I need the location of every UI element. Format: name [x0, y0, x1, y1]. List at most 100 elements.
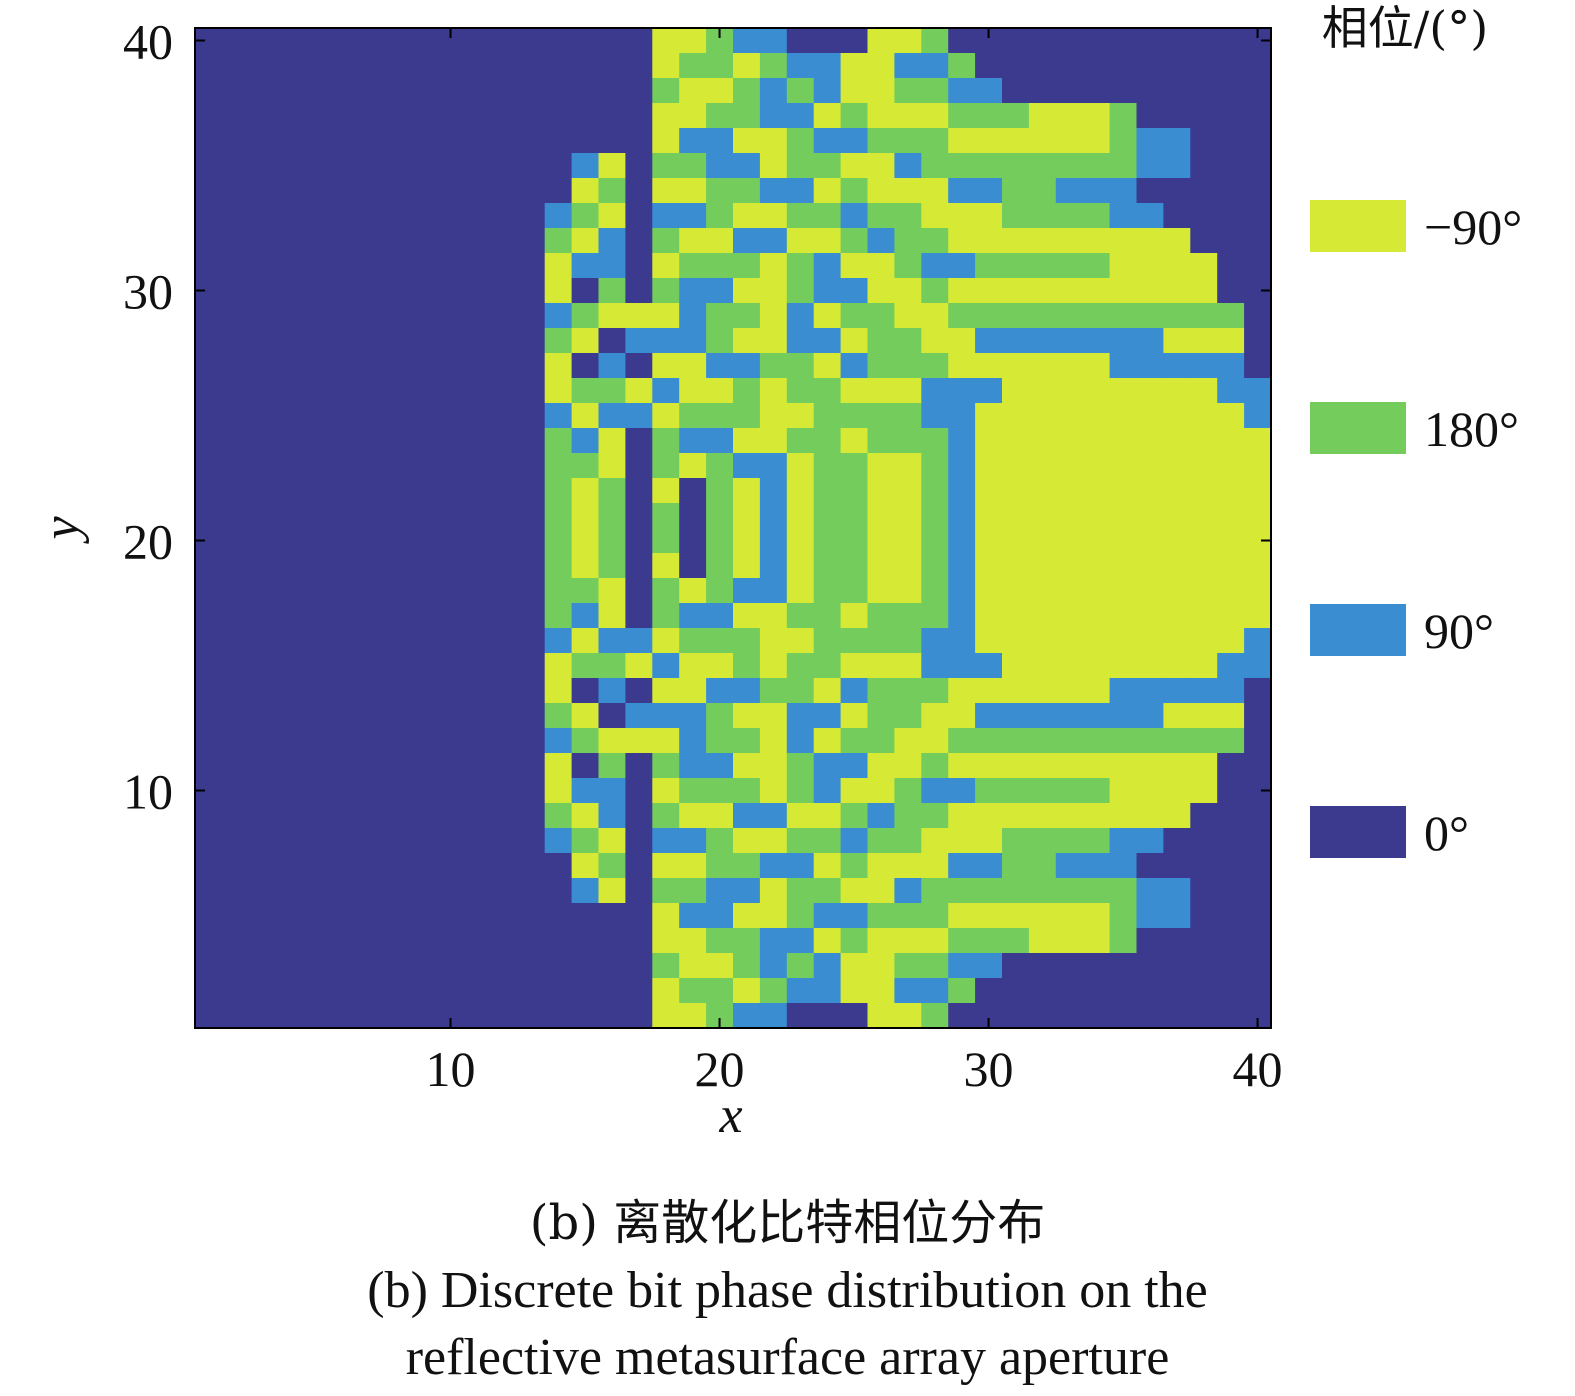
heatmap-cell [490, 728, 519, 754]
heatmap-cell [679, 453, 707, 479]
heatmap-cell [1028, 453, 1057, 479]
heatmap-cell [733, 328, 761, 354]
heatmap-cell [948, 578, 976, 604]
heatmap-cell [490, 378, 519, 404]
heatmap-cell [625, 278, 653, 304]
heatmap-cell [517, 1003, 546, 1029]
heatmap-cell [652, 928, 680, 954]
heatmap-cell [329, 853, 357, 879]
heatmap-cell [490, 53, 519, 79]
heatmap-cell [517, 53, 546, 79]
heatmap-cell [544, 903, 573, 929]
heatmap-cell [894, 853, 922, 879]
heatmap-cell [894, 178, 922, 204]
heatmap-cell [356, 53, 384, 79]
heatmap-cell [195, 103, 223, 129]
heatmap-cell [275, 453, 304, 479]
heatmap-cell [1217, 778, 1245, 804]
heatmap-cell [598, 253, 626, 279]
heatmap-cell [1163, 678, 1191, 704]
heatmap-cell [1002, 953, 1030, 979]
heatmap-cell [867, 128, 895, 154]
heatmap-cell [302, 353, 331, 379]
heatmap-cell [571, 478, 600, 504]
heatmap-cell [1109, 178, 1138, 204]
heatmap-cell [975, 653, 1003, 679]
heatmap-cell [490, 128, 519, 154]
heatmap-cell [652, 703, 680, 729]
heatmap-cell [275, 803, 304, 829]
heatmap-cell [221, 53, 250, 79]
heatmap-cell [356, 253, 384, 279]
heatmap-cell [1136, 978, 1164, 1004]
heatmap-cell [948, 603, 976, 629]
heatmap-cell [248, 1003, 277, 1029]
heatmap-cell [1163, 103, 1191, 129]
heatmap-cell [679, 178, 707, 204]
heatmap-cell [948, 28, 976, 54]
axis-ticks [195, 28, 1271, 1028]
heatmap-cell [1244, 353, 1272, 379]
heatmap-cell [975, 353, 1003, 379]
heatmap-cell [517, 303, 546, 329]
heatmap-cell [759, 478, 788, 504]
heatmap-cell [517, 778, 546, 804]
heatmap-cell [1002, 303, 1030, 329]
heatmap-cell [867, 378, 895, 404]
heatmap-cell [679, 328, 707, 354]
heatmap-cell [464, 828, 492, 854]
heatmap-cell [464, 303, 492, 329]
heatmap-cell [383, 478, 411, 504]
heatmap-cell [544, 703, 573, 729]
heatmap-cell [490, 553, 519, 579]
heatmap-cell [383, 378, 411, 404]
heatmap-cell [437, 978, 465, 1004]
heatmap-cell [1028, 378, 1057, 404]
heatmap-cell [1163, 978, 1191, 1004]
heatmap-cell [195, 228, 223, 254]
heatmap-cell [329, 778, 357, 804]
heatmap-cell [867, 628, 895, 654]
heatmap-cell [302, 903, 331, 929]
heatmap-cell [679, 278, 707, 304]
heatmap-cell [1002, 428, 1030, 454]
heatmap-cell [786, 328, 815, 354]
heatmap-cell [1109, 303, 1138, 329]
heatmap-cell [356, 853, 384, 879]
heatmap-cell [1055, 478, 1084, 504]
heatmap-cell [1217, 553, 1245, 579]
heatmap-cell [517, 803, 546, 829]
heatmap-cell [195, 378, 223, 404]
heatmap-cell [1082, 928, 1111, 954]
heatmap-cell [759, 53, 788, 79]
heatmap-cell [410, 778, 438, 804]
heatmap-cell [975, 753, 1003, 779]
heatmap-cell [786, 453, 815, 479]
heatmap-cell [975, 903, 1003, 929]
heatmap-cell [679, 678, 707, 704]
heatmap-cell [464, 103, 492, 129]
heatmap-cell [195, 78, 223, 104]
heatmap-cell [1055, 278, 1084, 304]
heatmap-cell [1244, 578, 1272, 604]
heatmap-cell [813, 528, 842, 554]
heatmap-cell [652, 128, 680, 154]
heatmap-cell [840, 28, 869, 54]
heatmap-cell [786, 703, 815, 729]
heatmap-cell [975, 503, 1003, 529]
heatmap-cell [867, 528, 895, 554]
heatmap-cell [383, 603, 411, 629]
heatmap-cell [544, 578, 573, 604]
heatmap-cell [571, 678, 600, 704]
heatmap-cell [759, 803, 788, 829]
heatmap-cell [759, 978, 788, 1004]
heatmap-cell [679, 903, 707, 929]
heatmap-cell [410, 103, 438, 129]
heatmap-cell [1109, 553, 1138, 579]
heatmap-cell [1190, 553, 1218, 579]
heatmap-cell [625, 778, 653, 804]
heatmap-cell [813, 253, 842, 279]
heatmap-cell [356, 903, 384, 929]
heatmap-cell [759, 778, 788, 804]
heatmap-cell [759, 553, 788, 579]
